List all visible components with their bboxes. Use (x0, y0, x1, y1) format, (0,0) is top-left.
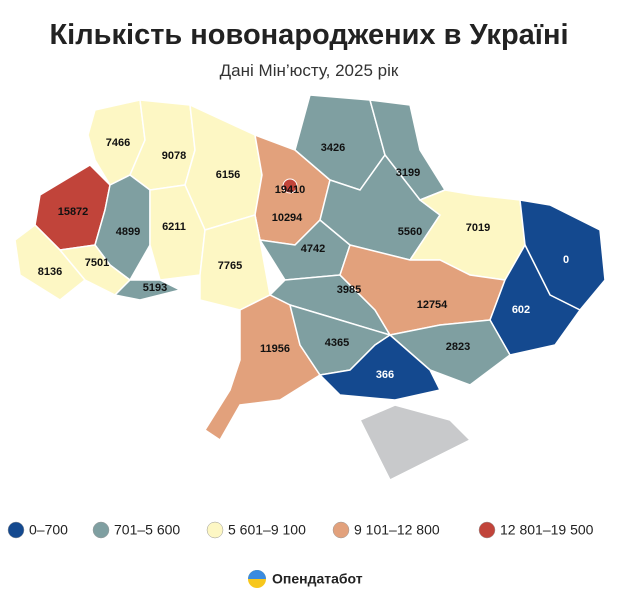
legend-label: 9 101–12 800 (354, 522, 440, 538)
region-label: 4742 (301, 243, 325, 255)
region-label: 4899 (116, 226, 140, 238)
title: Кількість новонароджених в Україні (49, 19, 568, 51)
region-label: 12754 (417, 299, 448, 311)
region-label: 3985 (337, 284, 361, 296)
region-label: 602 (512, 304, 530, 316)
region-label: 7765 (218, 260, 242, 272)
region-label: 3426 (321, 142, 345, 154)
region-label: 15872 (58, 206, 89, 218)
legend-swatch (7, 521, 25, 539)
region-label: 19410 (275, 184, 306, 196)
region-label: 7019 (466, 222, 490, 234)
region-label: 366 (376, 369, 394, 381)
legend-swatch (92, 521, 110, 539)
region-label: 5193 (143, 282, 167, 294)
legend-label: 0–700 (29, 522, 68, 538)
region-label: 2823 (446, 341, 470, 353)
region-label: 0 (563, 254, 569, 266)
region (282, 178, 298, 194)
region (113, 279, 183, 301)
region-label: 7466 (106, 137, 130, 149)
logo-text: Опендатабот (272, 571, 363, 587)
region-label: 6211 (162, 221, 186, 233)
region-label: 8136 (38, 266, 62, 278)
legend-swatch (478, 521, 496, 539)
region-label: 10294 (272, 212, 303, 224)
region-label: 11956 (260, 343, 290, 355)
region-label: 5560 (398, 226, 422, 238)
legend-label: 12 801–19 500 (500, 522, 594, 538)
legend-swatch (206, 521, 224, 539)
legend-swatch (332, 521, 350, 539)
region-label: 6156 (216, 169, 240, 181)
region-label: 7501 (85, 257, 109, 269)
legend-label: 5 601–9 100 (228, 522, 306, 538)
region-label: 9078 (162, 150, 186, 162)
subtitle: Дані Мін’юсту, 2025 рік (220, 61, 399, 80)
crimea (358, 404, 472, 482)
legend-label: 701–5 600 (114, 522, 180, 538)
region (203, 294, 322, 442)
region-label: 3199 (396, 167, 420, 179)
region-label: 4365 (325, 337, 349, 349)
logo-icon-top (248, 570, 266, 579)
region (318, 334, 442, 401)
